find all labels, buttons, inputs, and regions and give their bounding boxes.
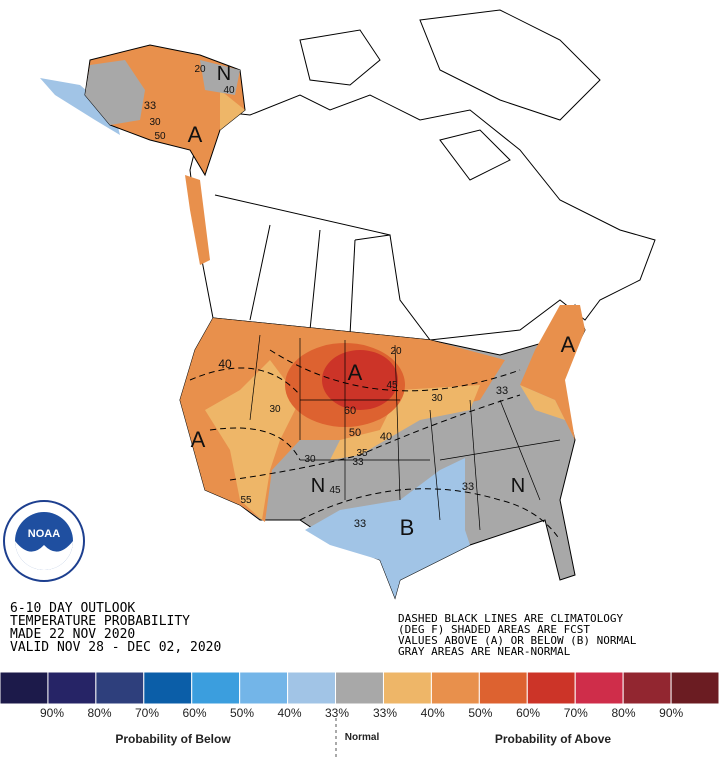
map-label: A [191, 427, 206, 452]
legend-swatch [191, 671, 241, 705]
map-label: 20 [390, 346, 402, 357]
province-lines [214, 194, 431, 341]
map-label: 50 [154, 131, 166, 142]
note-line: (DEG F) SHADED AREAS ARE FCST [398, 623, 590, 636]
map-label: 45 [386, 380, 398, 391]
map-label: N [311, 475, 325, 497]
legend-label: 60% [516, 706, 540, 720]
map-label: 40 [380, 431, 392, 443]
map-label: 33 [462, 481, 474, 493]
map-label: A [561, 332, 576, 357]
outlook-line: TEMPERATURE PROBABILITY [10, 614, 190, 629]
legend-swatch [0, 671, 49, 705]
legend-swatch [382, 671, 432, 705]
map-label: 35 [356, 448, 368, 459]
note-line: DASHED BLACK LINES ARE CLIMATOLOGY [398, 612, 624, 625]
land [189, 9, 656, 341]
map-label: 30 [149, 117, 161, 128]
central-red [322, 350, 398, 410]
outlook-line: MADE 22 NOV 2020 [10, 627, 135, 642]
legend-label: 70% [564, 706, 588, 720]
outlook-line: VALID NOV 28 - DEC 02, 2020 [10, 640, 221, 655]
legend-swatch [622, 671, 672, 705]
legend-label: 40% [277, 706, 301, 720]
map-label: B [400, 515, 415, 540]
map-label: 30 [269, 404, 281, 415]
ne-orange [520, 305, 585, 440]
legend-label: 33% [373, 706, 397, 720]
map-label: 50 [349, 427, 361, 439]
logo-text: NOAA [28, 528, 60, 540]
map-label: 33 [352, 457, 364, 468]
legend-swatch [95, 671, 145, 705]
map-label: N [217, 63, 231, 85]
map-label: 60 [344, 405, 356, 417]
legend-swatch [335, 671, 384, 705]
map-label: 40 [223, 85, 235, 96]
legend-label: 80% [87, 706, 111, 720]
map-label: 33 [144, 100, 156, 112]
legend-swatch [143, 671, 193, 705]
legend-normal-title: Normal [345, 732, 380, 743]
legend-below-title: Probability of Below [115, 732, 231, 746]
west-tan [205, 360, 480, 520]
map-label: 55 [240, 495, 252, 506]
legend-above-title: Probability of Above [495, 732, 612, 746]
legend-swatch [239, 671, 289, 705]
noaa-logo: NOAA [3, 500, 85, 582]
legend-swatch [526, 671, 576, 705]
note-line: VALUES ABOVE (A) OR BELOW (B) NORMAL [398, 634, 637, 647]
legend-label: 33% [325, 706, 349, 720]
map-label: N [511, 475, 525, 497]
map-label: 45 [329, 485, 341, 496]
alaska-tan [220, 90, 245, 130]
legend-label: 50% [230, 706, 254, 720]
south-blue [305, 458, 470, 598]
map-label: 30 [431, 393, 443, 404]
legend-label: 90% [40, 706, 64, 720]
legend-swatch [670, 671, 719, 705]
map-label: 40 [218, 357, 232, 371]
map-label: 33 [354, 518, 366, 530]
legend-swatch [478, 671, 528, 705]
legend-swatch [287, 671, 337, 705]
pnw-coast [185, 175, 210, 265]
legend-label: 90% [659, 706, 683, 720]
legend-label: 40% [421, 706, 445, 720]
map-label: A [348, 360, 363, 385]
legend-label: 50% [468, 706, 492, 720]
legend-swatch [574, 671, 624, 705]
legend-swatch [430, 671, 480, 705]
legend-label: 80% [611, 706, 635, 720]
map-label: A [188, 122, 203, 147]
map-label: 20 [194, 64, 206, 75]
note-line: GRAY AREAS ARE NEAR-NORMAL [398, 645, 571, 658]
map-label: 30 [304, 454, 316, 465]
legend-label: 60% [182, 706, 206, 720]
alaska-blue [40, 78, 120, 135]
state-lines [249, 334, 561, 531]
climatology [189, 349, 561, 541]
alaska-gray [85, 60, 240, 125]
map-label: 33 [496, 385, 508, 397]
outlook-line: 6-10 DAY OUTLOOK [10, 601, 135, 616]
ne-tan [520, 385, 565, 420]
legend-label: 70% [135, 706, 159, 720]
legend-swatch [47, 671, 97, 705]
